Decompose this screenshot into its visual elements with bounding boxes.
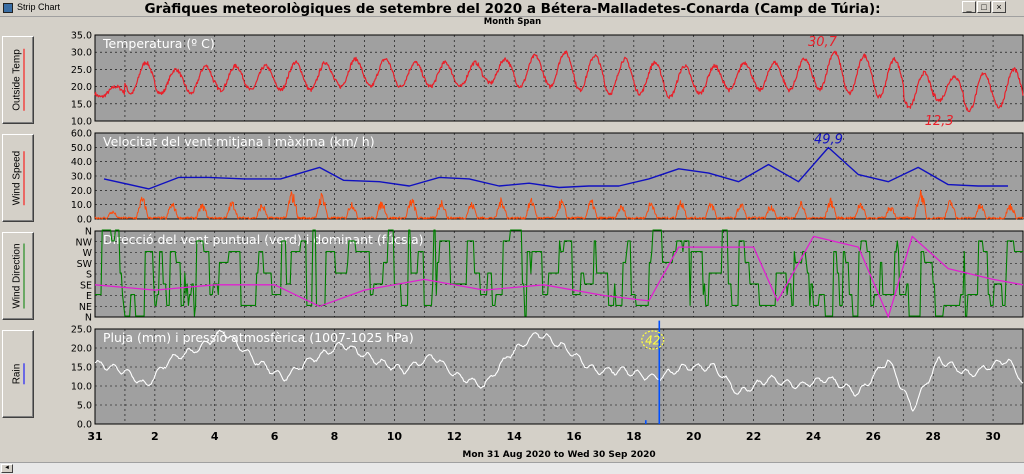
y-tick-label: 30.0	[71, 172, 92, 183]
y-tick-label: NE	[79, 302, 92, 313]
x-tick-label: 2	[151, 430, 159, 443]
y-tick-label: W	[83, 248, 93, 259]
temperature-annotation: 30,7	[808, 35, 838, 50]
y-tick-label: 0.0	[77, 420, 92, 431]
window-title: Strip Chart	[17, 2, 61, 12]
maximize-button[interactable]: □	[977, 1, 991, 13]
wind-speed-button[interactable]: Wind Speed	[2, 134, 34, 222]
x-tick-label: 4	[211, 430, 219, 443]
x-tick-label: 10	[387, 430, 403, 443]
x-tick-label: 26	[866, 430, 882, 443]
scroll-left-icon[interactable]: ◄	[1, 464, 13, 473]
temperature-annotation: 12,3	[925, 114, 954, 129]
y-tick-label: 40.0	[71, 157, 92, 168]
pressure-series	[94, 329, 1024, 412]
y-tick-label: N	[85, 227, 92, 238]
y-tick-label: 20.0	[71, 186, 92, 197]
close-button[interactable]: ×	[992, 1, 1006, 13]
x-tick-label: 8	[331, 430, 339, 443]
rain-annotation: 42	[645, 334, 660, 348]
y-tick-label: 0.0	[77, 215, 92, 226]
wind-avg-series	[94, 189, 1024, 220]
dominant-direction-series	[94, 235, 1024, 318]
rain-badge	[641, 330, 665, 350]
wind-direction-button[interactable]: Wind Direction	[2, 232, 34, 320]
panel-title: Temperatura (º C)	[102, 36, 215, 51]
x-tick-label: 28	[926, 430, 941, 443]
y-tick-label: 20.0	[71, 82, 92, 93]
y-tick-label: 60.0	[71, 129, 92, 140]
x-tick-label: 30	[985, 430, 1001, 443]
y-tick-label: 10.0	[71, 200, 92, 211]
y-tick-label: 20.0	[71, 344, 92, 355]
y-tick-label: 25.0	[71, 65, 92, 76]
y-tick-label: 35.0	[71, 31, 92, 42]
x-tick-label: 22	[746, 430, 761, 443]
y-tick-label: 10.0	[71, 117, 92, 128]
panel-title: Direcció del vent puntual (verd) i domin…	[103, 232, 423, 247]
wind-max-series	[103, 146, 1008, 190]
x-tick-label: 12	[447, 430, 462, 443]
panel-title: Velocitat del vent mitjana i màxima (km/…	[103, 134, 375, 149]
app-icon	[3, 3, 13, 13]
y-tick-label: N	[85, 313, 92, 324]
y-tick-label: SW	[77, 259, 93, 270]
chart-title: Gràfiques meteorològiques de setembre de…	[144, 1, 881, 17]
y-tick-label: E	[86, 291, 92, 302]
chart-panel-bg	[94, 34, 1024, 122]
panel-title: Pluja (mm) i pressió atmosfèrica (1007-1…	[103, 330, 414, 345]
x-tick-label: 24	[806, 430, 822, 443]
y-tick-label: 50.0	[71, 143, 92, 154]
y-tick-label: SE	[80, 280, 92, 291]
y-tick-label: 30.0	[71, 48, 92, 59]
wind-annotation: 49,9	[814, 132, 843, 147]
y-tick-label: S	[86, 270, 92, 281]
wind-direction-series	[95, 229, 1023, 317]
x-tick-label: 6	[271, 430, 279, 443]
minimize-button[interactable]: _	[962, 1, 976, 13]
x-tick-label: 18	[626, 430, 641, 443]
y-tick-label: 25.0	[71, 325, 92, 336]
y-tick-label: 10.0	[71, 382, 92, 393]
y-tick-label: 15.0	[71, 99, 92, 110]
x-tick-label: 20	[686, 430, 702, 443]
y-tick-label: 15.0	[71, 363, 92, 374]
date-range: Mon 31 Aug 2020 to Wed 30 Sep 2020	[462, 450, 656, 460]
rain-button[interactable]: Rain	[2, 330, 34, 418]
y-tick-label: NW	[76, 237, 93, 248]
x-tick-label: 16	[566, 430, 582, 443]
chart-subtitle: Month Span	[483, 17, 542, 27]
temperature-series	[94, 50, 1024, 113]
horizontal-scrollbar[interactable]: ◄	[0, 462, 1024, 474]
outside-temp-button[interactable]: Outside Temp	[2, 36, 34, 124]
x-tick-label: 14	[506, 430, 522, 443]
x-tick-label: 31	[87, 430, 102, 443]
window-titlebar: Strip Chart _ □ ×	[0, 0, 1024, 17]
y-tick-label: 5.0	[77, 401, 92, 412]
